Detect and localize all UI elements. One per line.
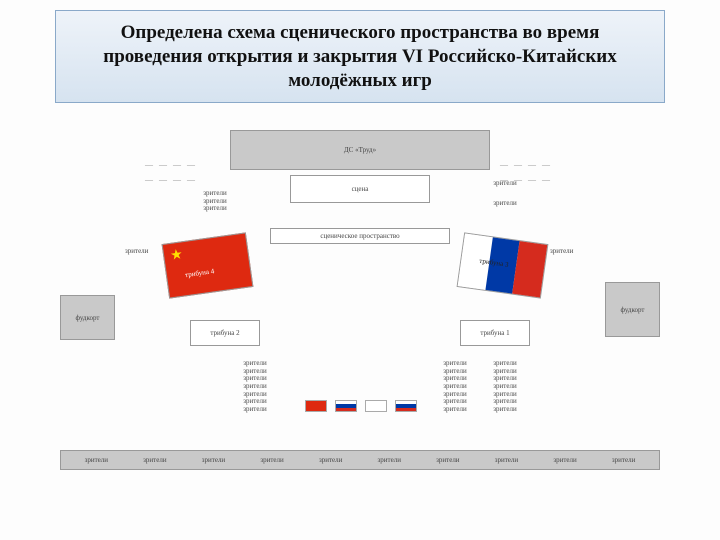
- dashes-right: — — — —: [500, 160, 552, 169]
- tribune1-label: трибуна 1: [480, 329, 509, 337]
- spectators-top-right-single: зрители: [480, 180, 530, 188]
- scene-block: сцена: [290, 175, 430, 203]
- bottom-z-9: зрители: [612, 456, 635, 464]
- tiny-flag-china: [305, 400, 327, 412]
- dashes-left2: — — — —: [145, 175, 197, 184]
- spectators-top-left: зрители зрители зрители: [190, 190, 240, 213]
- tribune2-block: трибуна 2: [190, 320, 260, 346]
- stage-space-label: сценическое пространство: [320, 232, 399, 240]
- spectators-bottom-col3: зрители зрители зрители зрители зрители …: [480, 360, 530, 414]
- bottom-z-8: зрители: [553, 456, 576, 464]
- tiny-flag-white: [365, 400, 387, 412]
- foodcourt-right: фудкорт: [605, 282, 660, 337]
- spectators-bottom-col2: зрители зрители зрители зрители зрители …: [430, 360, 480, 414]
- bottom-z-5: зрители: [378, 456, 401, 464]
- bottom-z-4: зрители: [319, 456, 342, 464]
- slide-title: Определена схема сценического пространст…: [55, 10, 665, 103]
- tribune1-block: трибуна 1: [460, 320, 530, 346]
- dashes-left: — — — —: [145, 160, 197, 169]
- bottom-z-6: зрители: [436, 456, 459, 464]
- russia-flag-tribune3: трибуна 3: [457, 232, 549, 298]
- bottom-z-3: зрители: [260, 456, 283, 464]
- bottom-z-1: зрители: [143, 456, 166, 464]
- tribune2-label: трибуна 2: [210, 329, 239, 337]
- spectators-top-right: зрители: [480, 200, 530, 208]
- stage-space-block: сценическое пространство: [270, 228, 450, 244]
- bottom-z-7: зрители: [495, 456, 518, 464]
- spectators-right-flag: зрители: [550, 248, 573, 256]
- scene-label: сцена: [352, 185, 369, 193]
- foodcourt-right-label: фудкорт: [621, 306, 645, 314]
- stage-diagram: ДС «Труд» сцена — — — — — — — — — — — — …: [60, 120, 660, 520]
- bottom-z-0: зрители: [85, 456, 108, 464]
- bottom-z-2: зрители: [202, 456, 225, 464]
- spectators-left-flag: зрители: [125, 248, 148, 256]
- ds-trud-block: ДС «Труд»: [230, 130, 490, 170]
- foodcourt-left: фудкорт: [60, 295, 115, 340]
- ds-trud-label: ДС «Труд»: [344, 146, 376, 154]
- china-flag-tribune4: трибуна 4: [162, 232, 254, 298]
- foodcourt-left-label: фудкорт: [76, 314, 100, 322]
- bottom-spectators-bar: зрители зрители зрители зрители зрители …: [60, 450, 660, 470]
- tribune4-label: трибуна 4: [185, 268, 215, 280]
- tiny-flag-russia2: [395, 400, 417, 412]
- title-text: Определена схема сценического пространст…: [103, 22, 616, 91]
- spectators-bottom-col1: зрители зрители зрители зрители зрители …: [230, 360, 280, 414]
- tiny-flag-russia1: [335, 400, 357, 412]
